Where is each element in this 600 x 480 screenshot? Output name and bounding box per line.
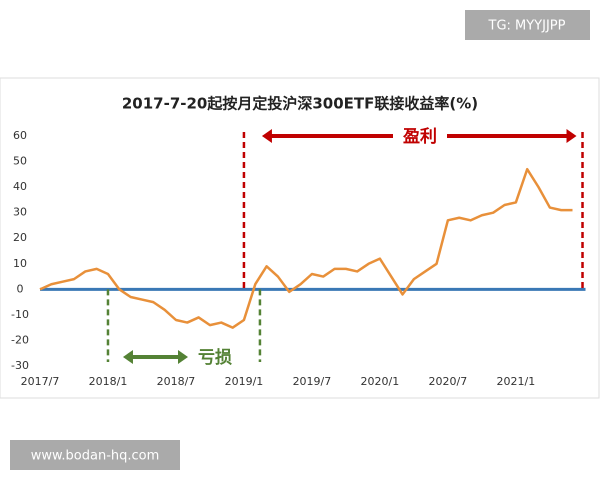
annotation: 亏损	[198, 347, 232, 368]
y-tick-label: 30	[13, 206, 27, 219]
watermark: www.bodan-hq.com	[31, 449, 160, 464]
y-tick-label: -30	[11, 359, 29, 372]
annotation: 盈利	[402, 126, 437, 147]
x-tick-label: 2020/1	[361, 375, 400, 388]
line-series	[39, 167, 573, 329]
y-tick-label: 20	[13, 231, 27, 244]
y-tick-label: -20	[11, 333, 29, 346]
y-tick-label: -10	[11, 308, 29, 321]
x-tick-label: 2019/7	[293, 375, 332, 388]
x-tick-label: 2021/1	[497, 375, 536, 388]
x-tick-label: 2018/7	[157, 375, 196, 388]
y-tick-label: 60	[13, 129, 27, 142]
x-tick-label: 2018/1	[89, 375, 128, 388]
x-tick-label: 2020/7	[429, 375, 468, 388]
watermark-box	[10, 440, 180, 470]
annotation-bg	[393, 125, 447, 147]
chart-frame	[0, 77, 600, 399]
y-tick-label: 0	[17, 282, 24, 295]
chart-title: 2017-7-20起按月定投沪深300ETF联接收益率(%)	[122, 95, 478, 113]
y-tick-label: 10	[13, 257, 27, 270]
x-tick-label: 2019/1	[225, 375, 264, 388]
y-tick-label: 50	[13, 155, 27, 168]
watermark-box	[465, 10, 590, 40]
x-tick-label: 2017/7	[21, 375, 60, 388]
watermark: TG: MYYJJPP	[488, 19, 566, 34]
y-tick-label: 40	[13, 180, 27, 193]
